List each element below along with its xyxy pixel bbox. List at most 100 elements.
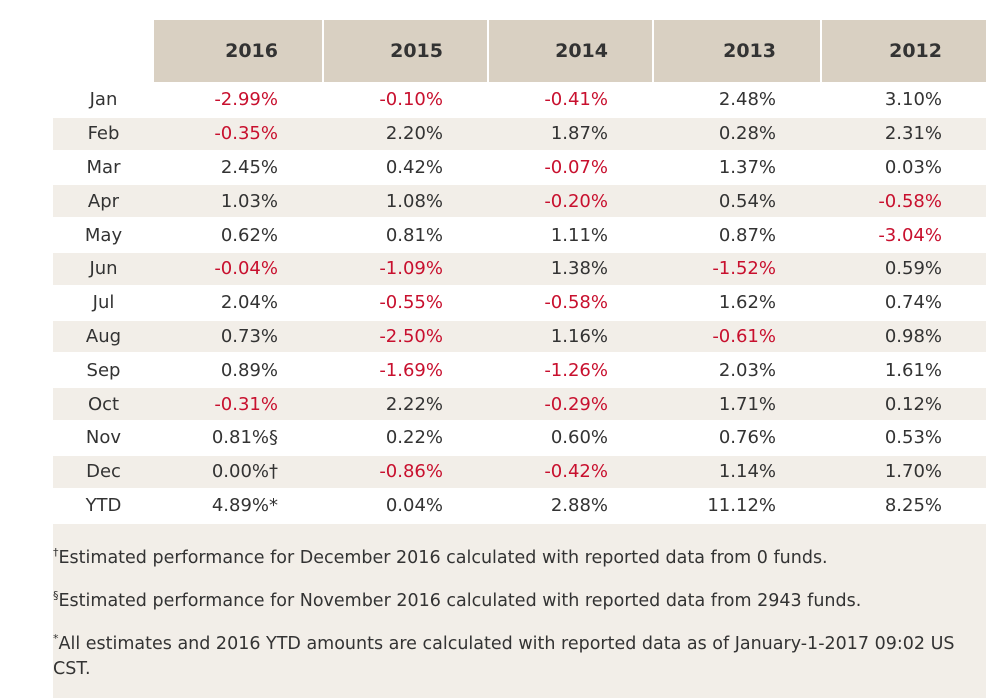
- footnote-text: All estimates and 2016 YTD amounts are c…: [53, 634, 955, 680]
- performance-value: -2.99%: [154, 82, 322, 116]
- performance-value: 1.71%: [652, 386, 820, 420]
- monthly-performance-table: 2016 2015 2014 2013 2012 Jan -2.99% -0.10%…: [53, 20, 986, 521]
- performance-value: 4.89%*: [154, 487, 322, 522]
- performance-value: -0.55%: [322, 284, 487, 319]
- performance-value: 0.73%: [154, 318, 322, 353]
- performance-value: -0.20%: [487, 183, 652, 218]
- performance-value: 0.81%§: [154, 419, 322, 454]
- month-label: Apr: [53, 183, 154, 218]
- performance-value: 1.62%: [652, 284, 820, 319]
- performance-value: 0.03%: [820, 149, 986, 184]
- month-label: Nov: [53, 419, 154, 454]
- table-row: Nov 0.81%§ 0.22% 0.60% 0.76% 0.53%: [53, 419, 986, 454]
- performance-value: -0.10%: [322, 82, 487, 116]
- performance-value: 3.10%: [820, 82, 986, 116]
- performance-value: -0.35%: [154, 115, 322, 150]
- performance-value: -0.04%: [154, 250, 322, 285]
- table-row: Jun -0.04% -1.09% 1.38% -1.52% 0.59%: [53, 250, 986, 285]
- performance-value: 0.59%: [820, 250, 986, 285]
- performance-value: 2.45%: [154, 149, 322, 184]
- header-row: 2016 2015 2014 2013 2012: [53, 20, 986, 82]
- performance-value: -0.29%: [487, 386, 652, 420]
- performance-value: 2.04%: [154, 284, 322, 319]
- header-year: 2016: [154, 20, 322, 82]
- footnote-mark: §: [53, 589, 59, 603]
- performance-value: -2.50%: [322, 318, 487, 353]
- month-label: YTD: [53, 487, 154, 522]
- month-label: Jan: [53, 82, 154, 116]
- performance-value: -1.52%: [652, 250, 820, 285]
- performance-value: 0.74%: [820, 284, 986, 319]
- performance-value: 2.88%: [487, 487, 652, 522]
- performance-value: 0.98%: [820, 318, 986, 353]
- performance-value: -3.04%: [820, 217, 986, 251]
- performance-value: 2.22%: [322, 386, 487, 420]
- footnote-november: §Estimated performance for November 2016…: [53, 577, 986, 620]
- footnote-text: Estimated performance for December 2016 …: [58, 548, 828, 569]
- performance-value: -0.07%: [487, 149, 652, 184]
- performance-value: 0.04%: [322, 487, 487, 522]
- performance-value: 0.60%: [487, 419, 652, 454]
- table-row: Sep 0.89% -1.69% -1.26% 2.03% 1.61%: [53, 352, 986, 386]
- performance-value: 0.53%: [820, 419, 986, 454]
- performance-value: 0.87%: [652, 217, 820, 251]
- performance-value: -0.31%: [154, 386, 322, 420]
- header-year: 2015: [322, 20, 487, 82]
- month-label: Jul: [53, 284, 154, 319]
- month-label: Aug: [53, 318, 154, 353]
- performance-value: 1.11%: [487, 217, 652, 251]
- performance-value: -1.69%: [322, 352, 487, 386]
- month-label: May: [53, 217, 154, 251]
- table-row: Apr 1.03% 1.08% -0.20% 0.54% -0.58%: [53, 183, 986, 218]
- performance-value: 0.81%: [322, 217, 487, 251]
- performance-value: 2.31%: [820, 115, 986, 150]
- performance-value: 0.62%: [154, 217, 322, 251]
- header-year: 2014: [487, 20, 652, 82]
- performance-value: 1.70%: [820, 453, 986, 488]
- performance-value: 0.89%: [154, 352, 322, 386]
- performance-value: 0.22%: [322, 419, 487, 454]
- performance-value: 0.54%: [652, 183, 820, 218]
- table-row: Jul 2.04% -0.55% -0.58% 1.62% 0.74%: [53, 284, 986, 319]
- footnote-estimates: *All estimates and 2016 YTD amounts are …: [53, 620, 986, 688]
- performance-value: 2.48%: [652, 82, 820, 116]
- performance-value: -0.86%: [322, 453, 487, 488]
- performance-value: 0.76%: [652, 419, 820, 454]
- footnote-mark: †: [53, 546, 59, 560]
- header-corner: [53, 20, 154, 82]
- footnote-text: Estimated performance for November 2016 …: [58, 591, 862, 612]
- footnotes-panel: †Estimated performance for December 2016…: [53, 524, 986, 698]
- header-year: 2012: [820, 20, 986, 82]
- table-row: Oct -0.31% 2.22% -0.29% 1.71% 0.12%: [53, 386, 986, 420]
- table-row: Mar 2.45% 0.42% -0.07% 1.37% 0.03%: [53, 149, 986, 184]
- month-label: Oct: [53, 386, 154, 420]
- table-row: Feb -0.35% 2.20% 1.87% 0.28% 2.31%: [53, 115, 986, 150]
- footnote-december: †Estimated performance for December 2016…: [53, 534, 986, 577]
- performance-value: 2.03%: [652, 352, 820, 386]
- performance-value: 8.25%: [820, 487, 986, 522]
- table-row: Aug 0.73% -2.50% 1.16% -0.61% 0.98%: [53, 318, 986, 353]
- footnote-mark: *: [53, 632, 59, 646]
- performance-value: 2.20%: [322, 115, 487, 150]
- performance-value: 1.03%: [154, 183, 322, 218]
- performance-value: 0.28%: [652, 115, 820, 150]
- table-row: Dec 0.00%† -0.86% -0.42% 1.14% 1.70%: [53, 453, 986, 488]
- performance-value: -1.09%: [322, 250, 487, 285]
- performance-value: 1.14%: [652, 453, 820, 488]
- performance-value: 11.12%: [652, 487, 820, 522]
- performance-value: -1.26%: [487, 352, 652, 386]
- performance-value: 1.38%: [487, 250, 652, 285]
- performance-value: 0.42%: [322, 149, 487, 184]
- performance-value: 1.37%: [652, 149, 820, 184]
- performance-value: -0.41%: [487, 82, 652, 116]
- table-row: May 0.62% 0.81% 1.11% 0.87% -3.04%: [53, 217, 986, 251]
- table-row: YTD 4.89%* 0.04% 2.88% 11.12% 8.25%: [53, 487, 986, 522]
- performance-value: 1.87%: [487, 115, 652, 150]
- performance-value: 1.61%: [820, 352, 986, 386]
- month-label: Sep: [53, 352, 154, 386]
- performance-value: -0.42%: [487, 453, 652, 488]
- performance-value: 0.00%†: [154, 453, 322, 488]
- table-row: Jan -2.99% -0.10% -0.41% 2.48% 3.10%: [53, 82, 986, 116]
- performance-value: -0.61%: [652, 318, 820, 353]
- month-label: Mar: [53, 149, 154, 184]
